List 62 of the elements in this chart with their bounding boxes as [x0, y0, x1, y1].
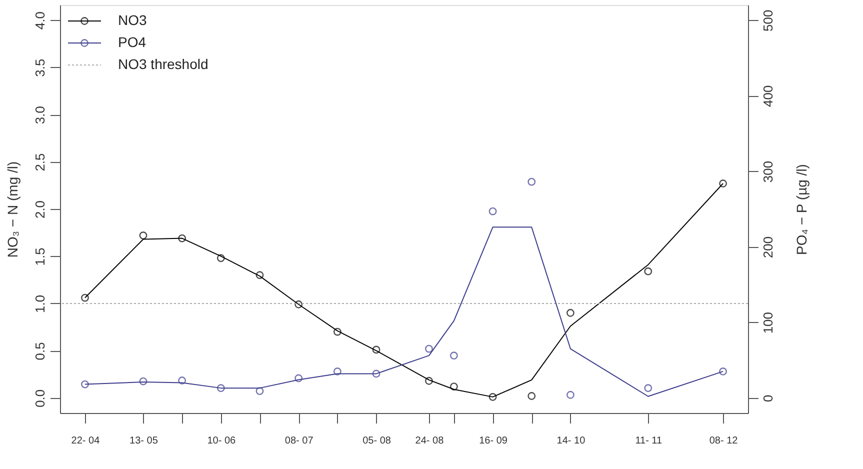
point	[528, 178, 536, 186]
point	[333, 328, 342, 336]
y2-tick-label: 400	[760, 85, 776, 108]
y2-tick-label: 500	[760, 10, 776, 32]
y-tick-label: 1.0	[32, 294, 48, 313]
point	[178, 234, 186, 242]
y2-tick-label: 300	[760, 160, 776, 183]
point	[566, 390, 574, 399]
line-series	[84, 226, 724, 397]
point	[719, 367, 727, 376]
point	[216, 254, 225, 262]
legend-label: NO3 threshold	[118, 56, 208, 72]
x-tick-label: 08- 07	[284, 436, 314, 446]
y-tick-label: 3.0	[32, 106, 48, 124]
y-tick-label: 1.5	[32, 248, 48, 266]
point	[372, 346, 380, 354]
y-tick-label: 3.5	[32, 58, 48, 77]
y-tick-label: 0.0	[32, 389, 48, 408]
y-tick-label: 2.0	[32, 200, 48, 219]
point	[719, 180, 727, 188]
point	[139, 231, 148, 240]
point	[644, 267, 652, 276]
point	[81, 294, 89, 302]
legend-label: PO4	[118, 34, 146, 50]
point	[294, 374, 303, 382]
point	[294, 300, 303, 308]
point	[139, 377, 148, 386]
y2-tick-label: 0	[760, 394, 776, 402]
point	[81, 380, 89, 388]
point	[178, 376, 186, 384]
x-tick-label: 22- 04	[71, 436, 100, 446]
y-tick-label: 2.5	[32, 153, 48, 172]
line-series	[84, 183, 724, 398]
y2-tick-label: 100	[760, 312, 776, 334]
x-tick-label: 05- 08	[362, 436, 392, 446]
point	[256, 387, 264, 396]
x-tick-label: 13- 05	[130, 436, 158, 446]
x-tick-label: 08- 12	[709, 436, 738, 446]
y2-axis-title: PO₄ − P (µg /l)	[794, 164, 810, 255]
point	[450, 382, 458, 391]
point	[333, 367, 342, 376]
x-tick-label: 16- 09	[479, 436, 508, 446]
y2-tick-label: 200	[760, 236, 776, 258]
x-tick-label: 10- 06	[207, 436, 236, 446]
x-tick-label: 14- 10	[556, 436, 586, 446]
point	[450, 352, 458, 360]
point	[425, 344, 433, 353]
legend-label: NO3	[118, 12, 147, 28]
point	[425, 376, 433, 385]
y-tick-label: 0.5	[32, 342, 48, 360]
point	[644, 384, 652, 392]
point	[256, 271, 264, 280]
point	[528, 392, 536, 400]
y-axis-title: NO₃ − N (mg /l)	[4, 161, 20, 258]
y-tick-label: 4.0	[32, 12, 48, 30]
point	[566, 308, 574, 317]
x-tick-label: 11- 11	[635, 436, 662, 446]
point	[372, 370, 380, 378]
x-tick-label: 24- 08	[415, 436, 444, 446]
point	[488, 392, 497, 401]
point	[488, 207, 497, 216]
point	[216, 384, 225, 392]
